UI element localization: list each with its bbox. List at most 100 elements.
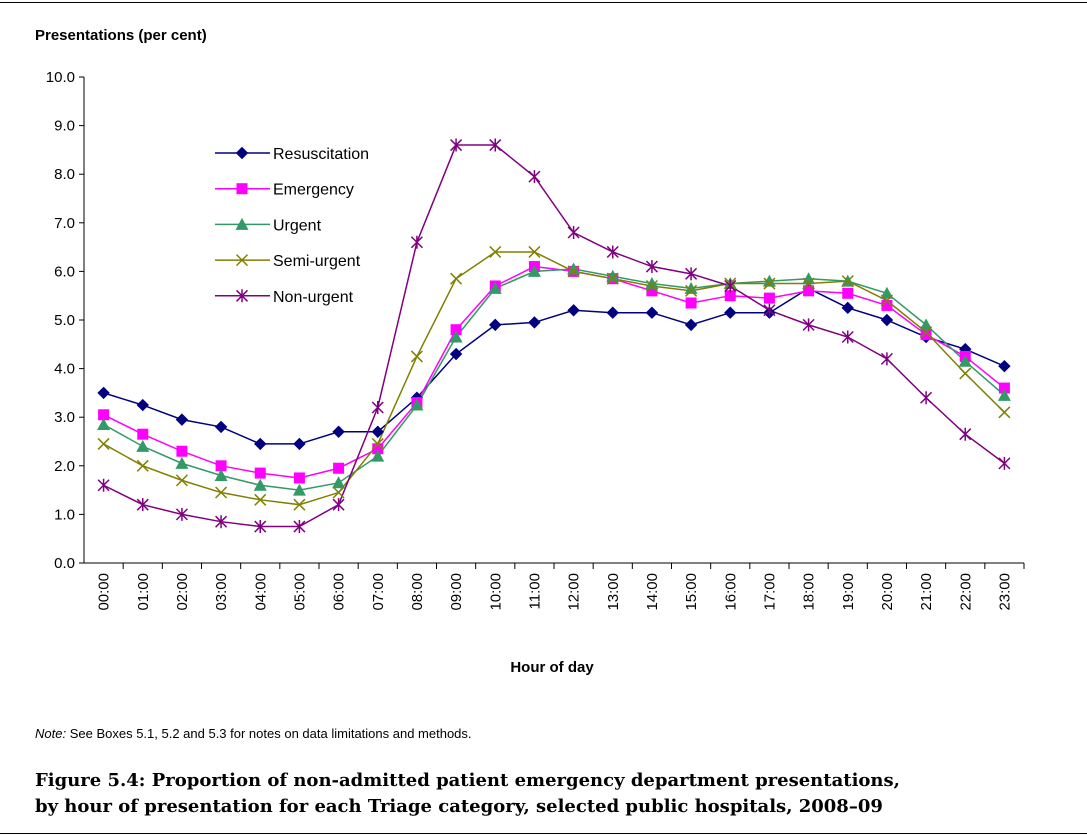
marker: [842, 287, 854, 299]
marker: [450, 138, 463, 152]
marker: [254, 467, 266, 479]
x-tick-label: 09:00: [448, 573, 465, 611]
marker: [488, 281, 502, 294]
marker: [293, 498, 306, 511]
top-rule: [0, 2, 1087, 3]
x-tick-label: 19:00: [840, 573, 857, 611]
marker: [646, 285, 658, 297]
marker: [410, 350, 423, 363]
series-line: [103, 268, 1005, 491]
marker: [920, 391, 933, 405]
x-tick-label: 14:00: [644, 573, 661, 611]
marker: [254, 437, 267, 451]
marker: [645, 260, 658, 274]
marker: [606, 272, 619, 285]
legend-label: Semi-urgent: [273, 253, 361, 270]
marker: [214, 469, 228, 482]
marker: [136, 439, 150, 452]
x-tick-label: 21:00: [918, 573, 935, 611]
x-tick-label: 13:00: [605, 573, 622, 611]
series-line: [103, 251, 1005, 506]
marker: [97, 417, 111, 430]
marker: [998, 406, 1011, 419]
marker: [253, 478, 267, 491]
marker: [489, 138, 502, 152]
marker: [97, 478, 110, 492]
marker: [880, 286, 894, 299]
x-tick-label: 11:00: [526, 573, 543, 609]
x-tick-label: 02:00: [174, 573, 191, 611]
x-tick-label: 17:00: [761, 573, 778, 611]
caption: Figure 5.4: Proportion of non-admitted p…: [35, 768, 900, 820]
x-tick-label: 20:00: [879, 573, 896, 611]
marker: [528, 316, 541, 329]
marker: [528, 170, 541, 184]
x-tick-label: 10:00: [487, 573, 504, 611]
series-line: [103, 265, 1005, 479]
marker: [410, 398, 424, 411]
marker: [236, 183, 248, 195]
marker: [293, 437, 306, 451]
marker: [959, 427, 972, 441]
marker: [371, 425, 384, 438]
y-tick-label: 9.0: [54, 118, 75, 135]
marker: [136, 459, 149, 472]
marker: [136, 498, 149, 512]
marker: [235, 289, 249, 303]
marker: [920, 329, 932, 341]
marker: [136, 398, 149, 412]
x-tick-label: 22:00: [957, 573, 974, 611]
marker: [332, 498, 345, 512]
marker: [175, 474, 188, 487]
marker: [410, 235, 423, 249]
marker: [919, 318, 933, 331]
x-tick-label: 06:00: [331, 573, 348, 611]
marker: [841, 301, 854, 315]
x-tick-label: 18:00: [801, 573, 818, 611]
note-text: See Boxes 5.1, 5.2 and 5.3 for notes on …: [69, 726, 472, 741]
y-tick-label: 2.0: [54, 458, 75, 475]
marker: [215, 486, 228, 499]
marker: [528, 245, 541, 258]
x-tick-label: 00:00: [96, 573, 113, 611]
marker: [175, 507, 188, 521]
marker: [97, 437, 110, 450]
marker: [450, 324, 462, 336]
caption-line: Figure 5.4: Proportion of non-admitted p…: [35, 770, 900, 791]
marker: [175, 413, 189, 426]
caption-line: by hour of presentation for each Triage …: [35, 796, 883, 817]
marker: [449, 347, 463, 361]
marker: [333, 462, 345, 474]
marker: [880, 313, 894, 327]
marker: [763, 292, 775, 304]
marker: [920, 326, 933, 339]
marker: [235, 146, 249, 160]
marker: [98, 409, 110, 421]
marker: [803, 285, 815, 297]
marker: [958, 354, 972, 367]
marker: [215, 460, 227, 472]
marker: [880, 294, 893, 307]
marker: [293, 472, 305, 484]
marker: [567, 265, 580, 278]
series-line: [103, 144, 1005, 528]
marker: [332, 486, 345, 499]
x-tick-label: 08:00: [409, 573, 426, 611]
marker: [215, 515, 228, 529]
marker: [685, 267, 698, 281]
marker: [724, 279, 737, 293]
marker: [292, 483, 306, 496]
marker: [685, 284, 698, 297]
marker: [332, 476, 346, 489]
x-tick-label: 23:00: [996, 573, 1013, 611]
series-line: [103, 287, 1005, 445]
marker: [450, 272, 463, 285]
marker: [371, 449, 385, 462]
marker: [372, 443, 384, 455]
bottom-rule: [0, 833, 1087, 834]
note-label: Note:: [35, 726, 67, 741]
marker: [685, 297, 697, 309]
marker: [97, 386, 110, 400]
marker: [235, 217, 249, 230]
y-tick-label: 5.0: [54, 312, 75, 329]
